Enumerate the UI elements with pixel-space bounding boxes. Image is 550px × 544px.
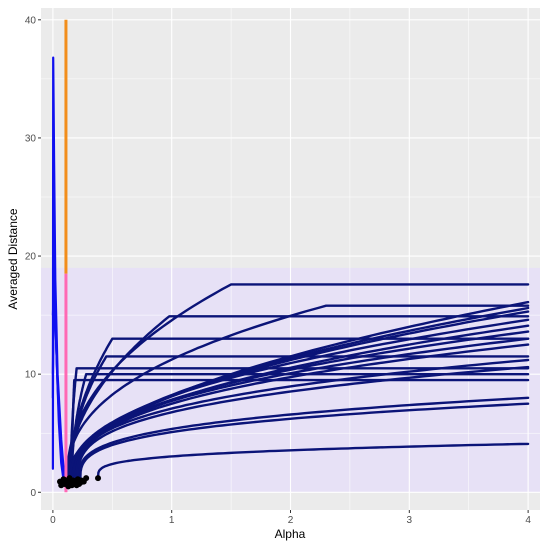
y-axis-ticks: 0 10 20 30 40 [25,15,41,499]
series-line-24 [79,402,530,484]
data-point [95,475,102,482]
point-layer [57,475,102,490]
x-axis-title: Alpha [275,527,306,541]
series-line-16 [69,318,530,479]
y-axis-title: Averaged Distance [6,208,20,310]
x-tick-label: 1 [169,515,175,526]
y-tick-label: 10 [25,370,37,381]
data-point [83,475,90,482]
x-tick-label: 4 [525,515,531,526]
x-tick-label: 0 [50,515,56,526]
series-line-19 [73,337,530,481]
y-tick-label: 0 [30,488,36,499]
series-line-25 [96,442,530,480]
series-line-22 [76,365,530,483]
x-tick-label: 2 [288,515,294,526]
y-tick-label: 30 [25,133,37,144]
series-line-4 [51,278,65,482]
series-line-23 [77,396,530,482]
series-line-12 [70,378,530,484]
series-line-21 [75,358,530,480]
y-tick-label: 40 [25,15,37,26]
x-tick-label: 3 [407,515,413,526]
series-layer [51,56,530,486]
x-axis-ticks: 0 1 2 3 4 [50,510,531,526]
y-tick-label: 20 [25,252,37,263]
